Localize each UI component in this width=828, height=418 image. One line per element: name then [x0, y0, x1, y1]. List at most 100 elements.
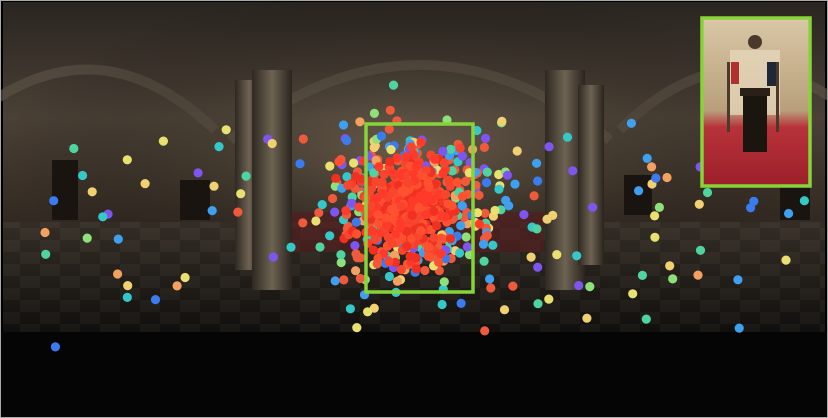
- fixation-dot: [456, 221, 466, 231]
- fixation-dot: [562, 132, 573, 142]
- fixation-dot: [665, 261, 675, 271]
- fixation-dot: [352, 323, 362, 333]
- fixation-dot: [416, 137, 426, 147]
- fixation-dot: [343, 180, 353, 190]
- fixation-dot: [40, 227, 50, 238]
- fixation-dot: [397, 186, 407, 196]
- fixation-dot: [533, 299, 543, 309]
- fixation-dot: [430, 154, 440, 164]
- fixation-dot: [233, 207, 243, 217]
- fixation-dot: [695, 245, 706, 255]
- fixation-dot: [438, 168, 448, 178]
- fixation-dot: [488, 240, 498, 250]
- fixation-dot: [338, 120, 349, 130]
- fixation-dot: [382, 220, 392, 230]
- fixation-dot: [572, 251, 582, 261]
- fixation-dot: [447, 166, 457, 176]
- fixation-dot: [384, 271, 394, 282]
- fixation-dot: [193, 168, 203, 178]
- fixation-dot: [345, 304, 355, 314]
- fixation-dot: [429, 206, 439, 216]
- fixation-dot: [574, 280, 584, 291]
- fixation-dot: [490, 205, 500, 216]
- inset-view: [700, 16, 812, 188]
- fixation-dot: [140, 179, 150, 189]
- fixation-dot: [733, 275, 743, 285]
- fixation-dot: [113, 234, 123, 244]
- fixation-dot: [82, 233, 92, 243]
- fixation-dot: [504, 201, 514, 211]
- fixation-dot: [480, 133, 491, 143]
- fixation-dot: [401, 152, 411, 162]
- fixation-dot: [411, 253, 421, 263]
- fixation-dot: [325, 161, 335, 171]
- fixation-dot: [702, 187, 713, 198]
- fixation-dot: [267, 138, 277, 149]
- fixation-dot: [479, 142, 489, 152]
- fixation-dot: [369, 142, 379, 153]
- fixation-dot: [486, 283, 496, 293]
- fixation-dot: [336, 257, 346, 268]
- fixation-dot: [370, 234, 380, 245]
- fixation-dot: [585, 282, 595, 292]
- fixation-dot: [437, 299, 447, 310]
- fixation-dot: [388, 80, 399, 90]
- fixation-dot: [236, 189, 246, 199]
- fixation-dot: [479, 256, 489, 266]
- fixation-dot: [350, 241, 360, 251]
- fixation-dot: [369, 168, 379, 178]
- fixation-dot: [436, 233, 446, 243]
- fixation-dot: [457, 191, 468, 202]
- fixation-dot: [373, 253, 383, 263]
- fixation-dot: [298, 134, 308, 144]
- fixation-dot: [478, 239, 489, 249]
- fixation-dot: [457, 200, 467, 211]
- fixation-dot: [392, 153, 402, 163]
- fixation-dot: [519, 210, 529, 220]
- fixation-dot: [221, 125, 231, 135]
- fixation-dot: [388, 187, 398, 197]
- fixation-dot: [552, 250, 562, 260]
- fixation-dot: [568, 166, 578, 176]
- fixation-dot: [352, 229, 362, 239]
- fixation-dot: [432, 221, 442, 231]
- fixation-dot: [651, 173, 661, 183]
- fixation-dot: [542, 214, 552, 224]
- fixation-dot: [662, 172, 672, 183]
- fixation-dot: [366, 201, 376, 211]
- fixation-dot: [356, 174, 366, 184]
- fixation-dot: [544, 294, 554, 304]
- fixation-dot: [462, 242, 472, 252]
- fixation-dot: [626, 118, 637, 128]
- fixation-dot: [396, 264, 406, 275]
- fixation-dot: [351, 249, 361, 259]
- fixation-dot: [315, 242, 325, 252]
- fixation-dot: [418, 172, 428, 182]
- fixation-dot: [494, 184, 504, 194]
- fixation-dot: [434, 190, 444, 200]
- fixation-dot: [387, 238, 397, 248]
- fixation-dot: [376, 131, 387, 141]
- fixation-dot: [427, 195, 437, 205]
- fixation-dot: [286, 242, 296, 252]
- fixation-dot: [416, 226, 426, 236]
- fixation-dot: [386, 145, 396, 155]
- fixation-dot: [455, 143, 465, 153]
- fixation-dot: [510, 179, 520, 189]
- fixation-dot: [414, 202, 424, 212]
- fixation-dot: [424, 182, 434, 192]
- fixation-dot: [436, 249, 446, 259]
- fixation-dot: [373, 210, 383, 220]
- fixation-dot: [446, 144, 456, 154]
- fixation-dot: [180, 272, 190, 283]
- fixation-dot: [481, 178, 492, 188]
- fixation-dot: [440, 212, 450, 222]
- fixation-dot: [452, 177, 462, 187]
- fixation-dot: [385, 105, 395, 115]
- fixation-dot: [172, 281, 182, 291]
- fixation-dot: [439, 158, 449, 168]
- fixation-dot: [411, 162, 421, 172]
- fixation-dot: [409, 150, 419, 160]
- fixation-dot: [328, 193, 338, 204]
- fixation-dot: [41, 249, 51, 259]
